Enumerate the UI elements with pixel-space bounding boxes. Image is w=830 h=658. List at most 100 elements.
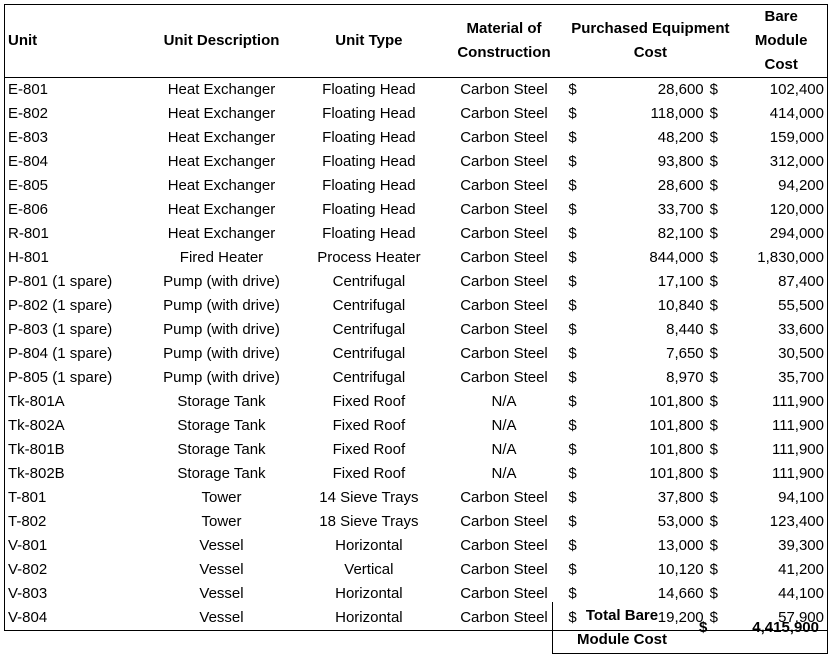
cell-unit-type: Centrifugal [332, 297, 406, 314]
cell-bare-module-currency: $ [709, 513, 718, 530]
cell-purchased-cost: 93,800 [657, 153, 704, 170]
cell-purchased-cost: 8,440 [666, 321, 704, 338]
cell-purchased-currency: $ [568, 129, 577, 146]
table-row: T-801 Tower 14 Sieve Trays Carbon Steel $37,… [5, 486, 828, 510]
cell-unit-type: Fixed Roof [332, 417, 406, 434]
cell-purchased-currency: $ [568, 153, 577, 170]
cell-unit: P-802 (1 spare) [8, 297, 113, 314]
cell-material: Carbon Steel [460, 81, 548, 98]
cell-material: Carbon Steel [460, 513, 548, 530]
cell-purchased-cost: 8,970 [666, 369, 704, 386]
cell-bare-module-currency: $ [709, 489, 718, 506]
cell-unit-type: 14 Sieve Trays [319, 489, 419, 506]
cell-material: Carbon Steel [460, 129, 548, 146]
cell-unit-type: Floating Head [322, 201, 416, 218]
cell-material: Carbon Steel [460, 537, 548, 554]
cell-unit-type: Horizontal [335, 585, 403, 602]
cell-purchased-currency: $ [568, 177, 577, 194]
cell-unit-type: Centrifugal [332, 369, 406, 386]
cell-unit-description: Heat Exchanger [167, 153, 276, 170]
cell-unit-description: Storage Tank [177, 441, 266, 458]
table-body: E-801 Heat Exchanger Floating Head Carbon S… [5, 78, 828, 631]
cell-unit-description: Pump (with drive) [163, 273, 280, 290]
cell-unit-description: Pump (with drive) [163, 297, 280, 314]
cell-bare-module-cost: 41,200 [778, 561, 824, 578]
cell-unit: V-801 [8, 537, 48, 554]
cell-purchased-cost: 17,100 [657, 273, 704, 290]
cell-bare-module-cost: 33,600 [778, 321, 824, 338]
cell-material: Carbon Steel [460, 153, 548, 170]
cell-purchased-currency: $ [568, 465, 577, 482]
cell-bare-module-currency: $ [709, 537, 718, 554]
cell-unit-description: Vessel [199, 609, 244, 626]
cell-unit: V-804 [8, 609, 48, 626]
cell-bare-module-currency: $ [709, 321, 718, 338]
cell-bare-module-currency: $ [709, 585, 718, 602]
cell-material: Carbon Steel [460, 177, 548, 194]
cell-purchased-currency: $ [568, 321, 577, 338]
cell-unit: E-801 [8, 81, 49, 98]
cell-unit-description: Storage Tank [177, 393, 266, 410]
header-unit: Unit [8, 32, 38, 49]
table-row: Tk-802A Storage Tank Fixed Roof N/A $101,800… [5, 414, 828, 438]
cell-bare-module-cost: 111,900 [772, 465, 824, 482]
cell-bare-module-cost: 94,100 [778, 489, 824, 506]
cell-unit-type: Fixed Roof [332, 441, 406, 458]
cell-unit-type: Centrifugal [332, 345, 406, 362]
cell-material: Carbon Steel [460, 273, 548, 290]
cell-unit-description: Pump (with drive) [163, 321, 280, 338]
cell-purchased-cost: 53,000 [657, 513, 704, 530]
cell-material: N/A [491, 441, 517, 458]
cell-material: Carbon Steel [460, 585, 548, 602]
table-row: H-801 Fired Heater Process Heater Carbon St… [5, 246, 828, 270]
cell-unit-type: Fixed Roof [332, 393, 406, 410]
cell-unit-description: Fired Heater [179, 249, 264, 266]
cell-material: Carbon Steel [460, 561, 548, 578]
cell-unit: P-803 (1 spare) [8, 321, 113, 338]
total-bare-module-box: Total Bare Module Cost $ 4,415,900 [552, 602, 828, 654]
cell-unit: T-802 [8, 513, 47, 530]
header-unit-description: Unit Description [163, 32, 280, 49]
cell-unit: Tk-802B [8, 465, 65, 482]
cell-bare-module-currency: $ [709, 81, 718, 98]
cell-unit-description: Pump (with drive) [163, 345, 280, 362]
cell-purchased-cost: 14,660 [657, 585, 704, 602]
cell-purchased-cost: 28,600 [657, 177, 704, 194]
cell-purchased-currency: $ [568, 441, 577, 458]
cell-purchased-currency: $ [568, 201, 577, 218]
cell-purchased-cost: 118,000 [650, 105, 704, 122]
cell-purchased-currency: $ [568, 249, 577, 266]
cell-unit-type: Floating Head [322, 81, 416, 98]
cell-bare-module-currency: $ [709, 201, 718, 218]
cell-unit-type: Floating Head [322, 105, 416, 122]
cell-purchased-currency: $ [568, 81, 577, 98]
cell-unit: E-803 [8, 129, 49, 146]
cell-purchased-currency: $ [568, 393, 577, 410]
cell-unit-description: Tower [201, 489, 242, 506]
cell-purchased-currency: $ [568, 417, 577, 434]
cell-unit-type: Centrifugal [332, 273, 406, 290]
cell-purchased-currency: $ [568, 345, 577, 362]
cell-material: N/A [491, 417, 517, 434]
cell-unit: V-803 [8, 585, 48, 602]
table-row: V-804 Vessel Horizontal Carbon Steel $19,200… [5, 606, 828, 631]
cell-material: Carbon Steel [460, 321, 548, 338]
header-unit-type: Unit Type [335, 32, 403, 49]
total-currency-symbol: $ [699, 619, 708, 636]
table-row: E-803 Heat Exchanger Floating Head Carbon S… [5, 126, 828, 150]
table-row: V-801 Vessel Horizontal Carbon Steel $13,000… [5, 534, 828, 558]
table-header: Unit Unit Description Unit Type Material… [4, 5, 828, 78]
cell-purchased-cost: 101,800 [649, 465, 704, 482]
cell-unit-description: Vessel [199, 585, 244, 602]
cell-bare-module-cost: 39,300 [778, 537, 824, 554]
table-row: T-802 Tower 18 Sieve Trays Carbon Steel $53,… [5, 510, 828, 534]
cell-purchased-currency: $ [568, 537, 577, 554]
cell-material: Carbon Steel [460, 225, 548, 242]
cell-purchased-currency: $ [568, 273, 577, 290]
cell-unit-description: Heat Exchanger [167, 225, 276, 242]
cell-unit-type: Floating Head [322, 177, 416, 194]
table-row: P-803 (1 spare) Pump (with drive) Centrifu… [5, 318, 828, 342]
cell-bare-module-cost: 30,500 [778, 345, 824, 362]
cell-material: Carbon Steel [460, 201, 548, 218]
cell-purchased-currency: $ [568, 225, 577, 242]
